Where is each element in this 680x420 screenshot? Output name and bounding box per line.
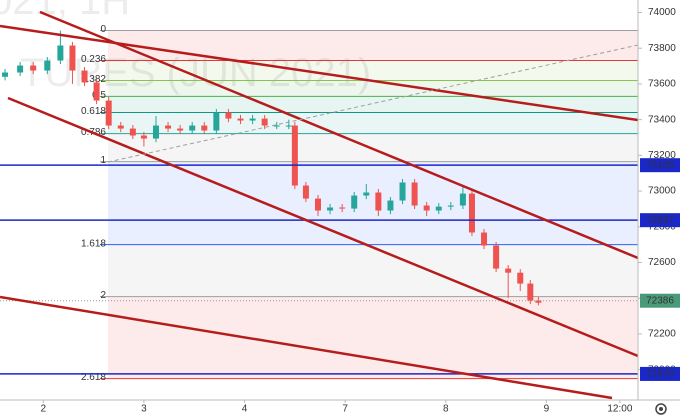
candle-body (399, 182, 406, 201)
x-tick-label: 12:00 (607, 404, 632, 415)
y-tick-label: 73000 (648, 186, 676, 197)
trend-line (39, 10, 639, 260)
fib-fill (108, 80, 638, 97)
candle-body (117, 125, 124, 129)
candle-body (152, 125, 159, 139)
candle-body (493, 245, 500, 269)
candle-body (129, 128, 136, 136)
fib-fill (108, 161, 638, 245)
y-tick-label: 72600 (648, 257, 676, 268)
fib-label: 1.618 (81, 238, 106, 249)
y-tick-label: 73400 (648, 114, 676, 125)
candle-body (339, 207, 346, 209)
candle-body (30, 65, 37, 71)
candle-body (225, 112, 232, 119)
candle-body (237, 118, 244, 121)
candle-body (387, 200, 394, 211)
price-label: 71976 (646, 369, 674, 380)
price-label-box (640, 366, 680, 381)
fib-label: 2 (100, 290, 106, 301)
x-tick-label: 2 (40, 404, 46, 415)
candle-body (105, 100, 112, 126)
fib-fill (108, 112, 638, 134)
price-label: 73145 (646, 160, 674, 171)
fib-fill (108, 60, 638, 81)
candle-body (314, 198, 321, 211)
y-tick-label: 73200 (648, 150, 676, 161)
candle-body (535, 300, 542, 303)
x-tick-label: 7 (342, 404, 348, 415)
y-tick-label: 72200 (648, 329, 676, 340)
fib-fill (108, 244, 638, 297)
candle-body (2, 72, 9, 77)
fib-fill (108, 96, 638, 113)
candle-body (291, 125, 298, 186)
candle-body (375, 192, 382, 211)
candle-body (93, 82, 100, 101)
trend-line (7, 96, 639, 358)
y-tick-label: 73800 (648, 43, 676, 54)
y-tick-label: 73600 (648, 79, 676, 90)
x-tick-label: 4 (242, 404, 248, 415)
candle-body (69, 45, 76, 71)
candle-body (213, 112, 220, 131)
candle-body (327, 207, 334, 211)
candle-body (44, 60, 51, 71)
candle-body (249, 118, 256, 121)
candle-body (351, 195, 358, 209)
watermark: 021, 1H (0, 0, 130, 23)
candle-body (505, 268, 512, 273)
candle-body (165, 125, 172, 129)
candle-body (57, 45, 64, 61)
x-tick-label: 9 (544, 404, 550, 415)
settings-icon[interactable] (655, 403, 667, 415)
fib-fill (108, 133, 638, 162)
candle-body (140, 135, 147, 139)
fib-label: 0 (100, 24, 106, 35)
trend-line (0, 24, 639, 122)
last-price-box (640, 293, 680, 308)
candle-body (481, 232, 488, 246)
candle-body (285, 125, 292, 127)
candle-body (302, 185, 309, 199)
candle-body (447, 205, 454, 207)
candle-body (189, 125, 196, 131)
fib-label: 0.618 (81, 106, 106, 117)
price-label-box (640, 158, 680, 173)
y-tick-label: 74000 (648, 7, 676, 18)
candle-body (363, 192, 370, 196)
candle-body (201, 125, 208, 131)
candle-body (435, 206, 442, 211)
last-price-label: 72386 (646, 295, 674, 306)
candle-body (17, 65, 24, 73)
candle-body (261, 118, 268, 126)
candle-body (527, 283, 534, 301)
fib-label: 0.382 (81, 74, 106, 85)
candle-body (273, 125, 280, 127)
candle-body (81, 70, 88, 83)
candle-body (411, 182, 418, 206)
candle-body (459, 193, 466, 206)
fib-label: 2.618 (81, 372, 106, 383)
candle-body (177, 128, 184, 131)
candle-body (468, 193, 475, 233)
candle-body (423, 205, 430, 211)
price-label: 72837 (646, 215, 674, 226)
x-tick-label: 3 (141, 404, 147, 415)
gear-center[interactable] (659, 407, 663, 411)
price-label-box (640, 213, 680, 228)
x-tick-label: 8 (443, 404, 449, 415)
fib-label: 0.236 (81, 54, 106, 65)
fib-label: 1 (100, 155, 106, 166)
candle-body (517, 272, 524, 284)
trend-line (0, 295, 613, 400)
fib-fill (108, 296, 638, 379)
gear[interactable] (655, 403, 667, 415)
trend-lines (0, 10, 639, 400)
axes: 7400073800736007340073200730007280072600… (40, 7, 680, 415)
